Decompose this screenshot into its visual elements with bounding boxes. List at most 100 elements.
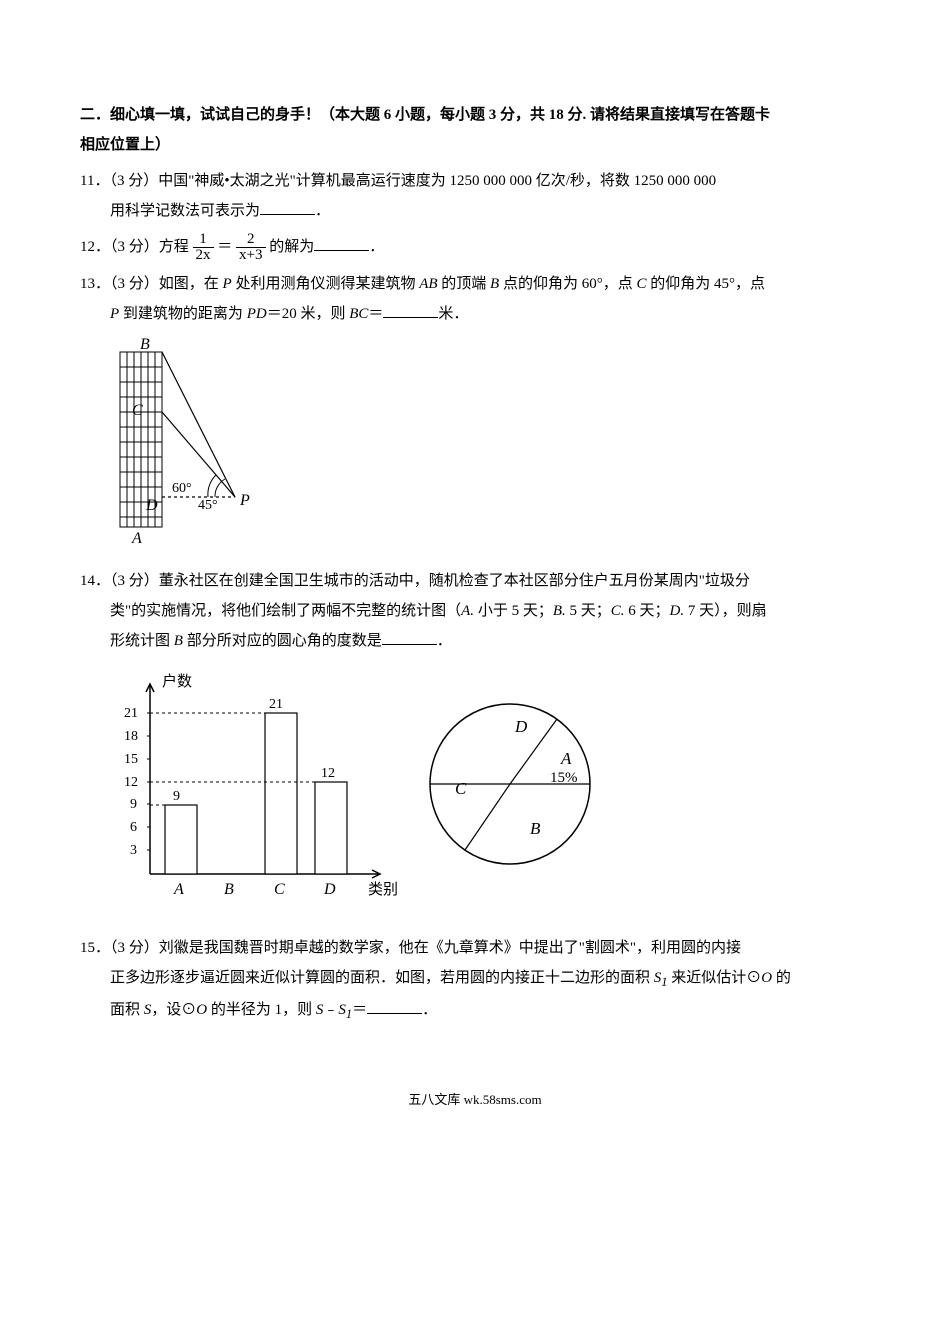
q14-l2c: 5 天； (566, 603, 611, 619)
section-title-l2: 相应位置上） (80, 137, 170, 153)
q15-l3c: 的半径为 1，则 (207, 1002, 316, 1018)
q15-suffix: ． (422, 1002, 437, 1018)
q15-l3b: ，设⊙ (151, 1002, 196, 1018)
fig13-label-P: P (239, 492, 250, 509)
q13-line2: P 到建筑物的距离为 PD＝20 米，则 BC＝ 米． (80, 299, 870, 329)
q14-line3: 形统计图 B 部分所对应的圆心角的度数是 ． (80, 626, 870, 656)
q12-frac1: 1 2x (193, 232, 214, 263)
q15-line2: 正多边形逐步逼近圆来近似计算圆的面积．如图，若用圆的内接正十二边形的面积 S1 … (80, 963, 870, 995)
q12-frac1-num: 1 (193, 232, 214, 248)
pie-A: A (560, 749, 572, 768)
q13-l1e: 的仰角为 45°，点 (646, 276, 765, 292)
q15-eq: ＝ (352, 1002, 367, 1018)
q12-suffix: ． (369, 239, 384, 255)
fig13-label-45: 45° (198, 498, 218, 513)
q15-minus: ﹣ (323, 1002, 338, 1018)
pie-A-pct: 15% (550, 770, 578, 786)
q11-blank (260, 199, 315, 215)
fig13-label-60: 60° (172, 481, 192, 496)
q14-blank (382, 629, 437, 645)
q14-l3b: 部分所对应的圆心角的度数是 (183, 633, 382, 649)
q14-l2d: 6 天； (625, 603, 670, 619)
q13-P: P (223, 276, 232, 292)
q14-l3a: 形统计图 (110, 633, 174, 649)
q13-l2d: 米． (438, 306, 468, 322)
pie-D: D (514, 717, 528, 736)
q14-A: A. (461, 603, 474, 619)
ytick-12: 12 (124, 775, 138, 790)
ytick-3: 3 (130, 843, 137, 858)
question-13: 13．（3 分）如图，在 P 处利用测角仪测得某建筑物 AB 的顶端 B 点的仰… (80, 269, 870, 329)
q14-suffix: ． (437, 633, 452, 649)
fig13-label-B: B (140, 337, 150, 353)
pie-C: C (455, 779, 467, 798)
q13-C: C (636, 276, 646, 292)
q15-line3: 面积 S，设⊙O 的半径为 1，则 S﹣S1＝． (80, 995, 870, 1027)
q13-l2c: ＝ (368, 306, 383, 322)
section-title-l1: 二．细心填一填，试试自己的身手！（本大题 6 小题，每小题 3 分，共 18 分… (80, 107, 770, 123)
section-title: 二．细心填一填，试试自己的身手！（本大题 6 小题，每小题 3 分，共 18 分… (80, 100, 870, 160)
q14-B: B. (553, 603, 566, 619)
q14-l2e: 7 天），则扇 (684, 603, 767, 619)
q13-l1a: 13．（3 分）如图，在 (80, 276, 223, 292)
q12-frac2-den: x+3 (236, 248, 265, 263)
q15-O2: O (196, 1002, 207, 1018)
barval-C: 21 (269, 697, 283, 712)
q14-line1: 14．（3 分）董永社区在创建全国卫生城市的活动中，随机检查了本社区部分住户五月… (80, 573, 750, 589)
q12-frac2-num: 2 (236, 232, 265, 248)
figure-13: B C D A P 60° 45° (110, 337, 870, 558)
q15-l2b: 来近似估计⊙ (668, 970, 762, 986)
pie-B: B (530, 819, 541, 838)
page-content: 二．细心填一填，试试自己的身手！（本大题 6 小题，每小题 3 分，共 18 分… (0, 0, 950, 1153)
xcat-B: B (224, 881, 234, 898)
bar-chart: 户数 类别 3 6 9 12 15 18 21 (124, 673, 398, 898)
figure-14: 户数 类别 3 6 9 12 15 18 21 (110, 664, 870, 925)
q12-frac2: 2 x+3 (236, 232, 265, 263)
barval-A: 9 (173, 789, 180, 804)
q13-P2: P (110, 306, 119, 322)
bar-xlabel: 类别 (368, 881, 398, 898)
q13-l1b: 处利用测角仪测得某建筑物 (232, 276, 420, 292)
q14-C: C. (611, 603, 625, 619)
ytick-6: 6 (130, 820, 137, 835)
fig14-svg: 户数 类别 3 6 9 12 15 18 21 (110, 664, 630, 914)
q13-PD: PD (247, 306, 267, 322)
barval-D: 12 (321, 766, 335, 781)
q13-l2b: ＝20 米，则 (267, 306, 350, 322)
q15-O: O (761, 970, 772, 986)
q14-line2: 类"的实施情况，将他们绘制了两幅不完整的统计图（A. 小于 5 天；B. 5 天… (80, 596, 870, 626)
xcat-C: C (274, 881, 285, 898)
xcat-D: D (323, 881, 336, 898)
q11-line2: 用科学记数法可表示为 (110, 203, 260, 219)
q12-prefix: 12．（3 分）方程 (80, 239, 189, 255)
q13-l1d: 点的仰角为 60°，点 (499, 276, 636, 292)
question-15: 15．（3 分）刘徽是我国魏晋时期卓越的数学家，他在《九章算术》中提出了"割圆术… (80, 933, 870, 1027)
ytick-9: 9 (130, 797, 137, 812)
q15-blank (367, 998, 422, 1014)
bar-ylabel: 户数 (162, 673, 192, 690)
question-11: 11．（3 分）中国"神威•太湖之光"计算机最高运行速度为 1250 000 0… (80, 166, 870, 226)
ytick-15: 15 (124, 752, 138, 767)
q12-blank (314, 235, 369, 251)
fig13-label-D: D (145, 497, 158, 514)
question-14: 14．（3 分）董永社区在创建全国卫生城市的活动中，随机检查了本社区部分住户五月… (80, 566, 870, 656)
pie-chart: D A C B 15% (430, 704, 590, 864)
ytick-21: 21 (124, 706, 138, 721)
fig13-label-C: C (132, 402, 143, 419)
q13-BC: BC (349, 306, 368, 322)
q14-l2a: 类"的实施情况，将他们绘制了两幅不完整的统计图（ (110, 603, 461, 619)
q15-l2a: 正多边形逐步逼近圆来近似计算圆的面积．如图，若用圆的内接正十二边形的面积 (110, 970, 654, 986)
q15-l3a: 面积 (110, 1002, 144, 1018)
q12-frac1-den: 2x (193, 248, 214, 263)
q11-line2-wrap: 用科学记数法可表示为． (80, 196, 870, 226)
q11-line1: 11．（3 分）中国"神威•太湖之光"计算机最高运行速度为 1250 000 0… (80, 173, 716, 189)
q13-l2a: 到建筑物的距离为 (119, 306, 247, 322)
fig13-svg: B C D A P 60° 45° (110, 337, 270, 547)
fig13-label-A: A (131, 530, 142, 547)
q15-line1: 15．（3 分）刘徽是我国魏晋时期卓越的数学家，他在《九章算术》中提出了"割圆术… (80, 940, 741, 956)
q12-mid: 的解为 (269, 239, 314, 255)
q14-l2b: 小于 5 天； (474, 603, 553, 619)
q14-Bvar: B (174, 633, 183, 649)
question-12: 12．（3 分）方程 1 2x ＝ 2 x+3 的解为． (80, 232, 870, 263)
q13-B: B (490, 276, 499, 292)
